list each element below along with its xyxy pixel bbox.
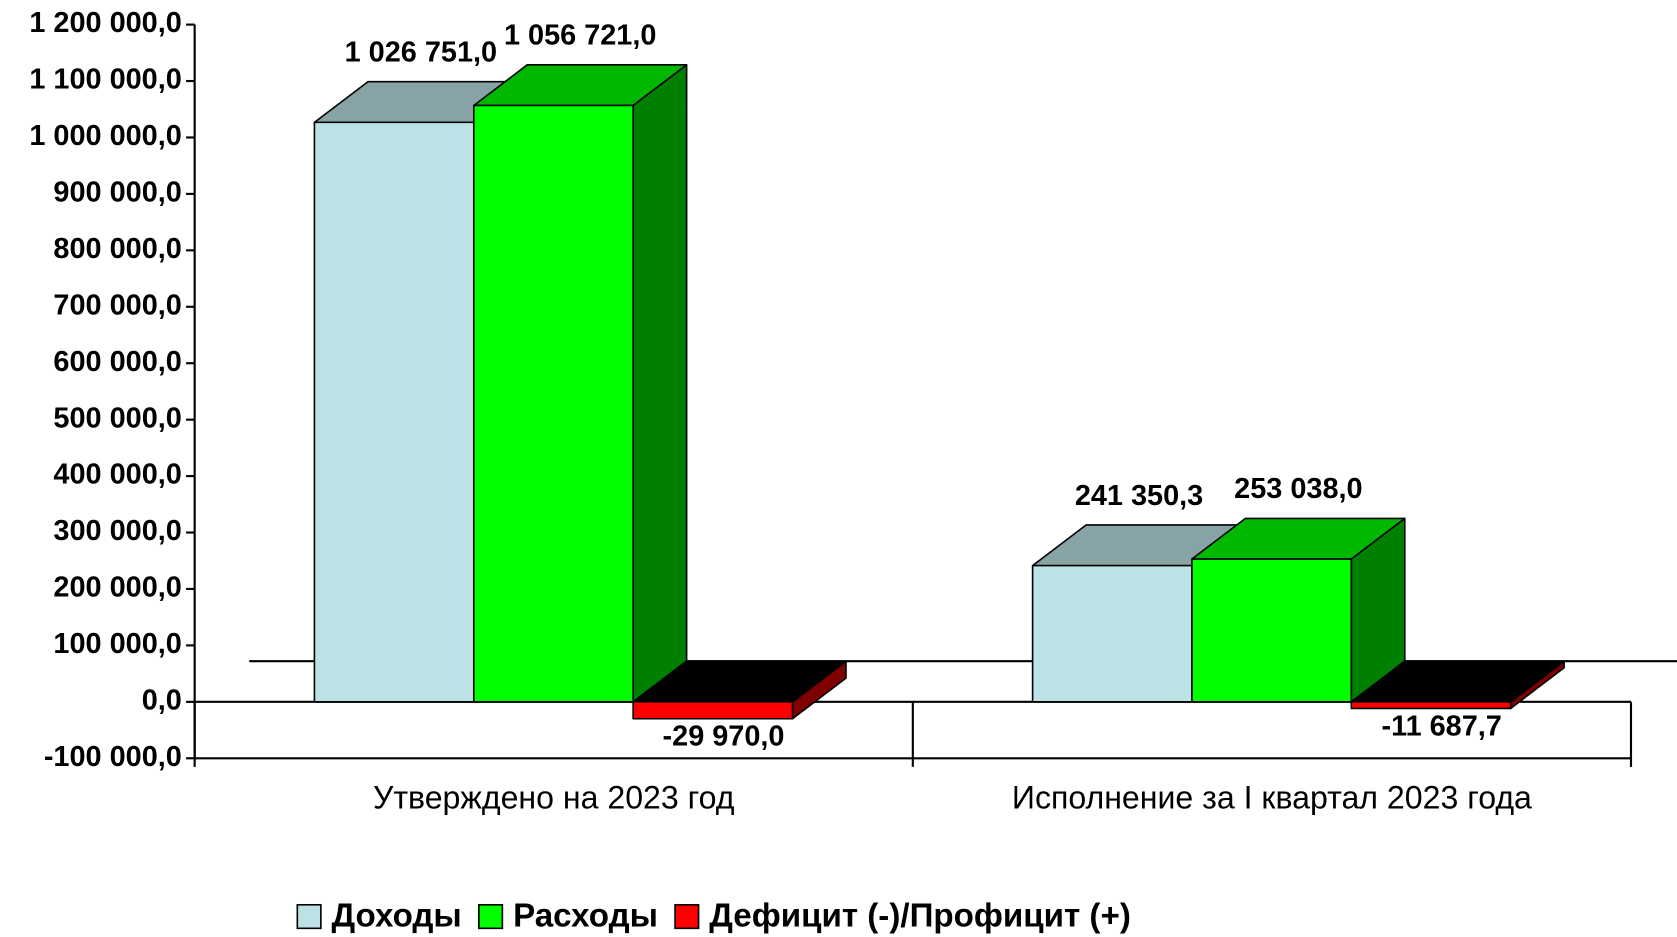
legend-swatch [478,903,504,930]
bar [1350,701,1512,710]
y-tick-label: 200 000,0 [53,572,181,604]
legend: Доходы Расходы Дефицит (-)/Профицит (+) [296,897,1131,934]
y-tick-label: 1 100 000,0 [29,64,181,96]
legend-label: Доходы [332,897,462,934]
y-tick-label: 1 200 000,0 [29,7,181,39]
bar [472,104,634,703]
legend-label: Расходы [513,897,658,934]
plot: -100 000,0 0,0 100 000,0 200 000,0 300 000,0… [29,7,1677,934]
value-label: 253 038,0 [1234,473,1362,505]
value-label: 1 026 751,0 [345,37,497,69]
bar-side [632,64,688,703]
y-tick-label: 100 000,0 [53,628,181,660]
x-tick-label: Утверждено на 2023 год [373,779,735,815]
y-tick-label: 0,0 [142,684,182,716]
y-tick-label: 700 000,0 [53,289,181,321]
value-label: -29 970,0 [663,721,785,753]
bar [1031,564,1193,703]
bar [632,701,794,720]
y-tick-label: 800 000,0 [53,233,181,265]
bar [313,121,475,703]
x-tick-label: Исполнение за I квартал 2023 года [1012,779,1532,815]
legend-swatch [296,903,322,930]
y-tick-label: 1 000 000,0 [29,120,181,152]
y-tick-label: -100 000,0 [44,741,182,773]
y-tick-label: 600 000,0 [53,346,181,378]
legend-label: Дефицит (-)/Профицит (+) [709,897,1131,934]
legend-swatch [674,903,700,930]
value-label: 241 350,3 [1075,480,1203,512]
value-label: -11 687,7 [1382,710,1502,742]
y-tick-label: 300 000,0 [53,515,181,547]
y-tick-label: 400 000,0 [53,459,181,491]
y-tick-label: 500 000,0 [53,402,181,434]
y-tick-label: 900 000,0 [53,177,181,209]
value-label: 1 056 721,0 [504,20,656,52]
bar [1191,558,1353,703]
